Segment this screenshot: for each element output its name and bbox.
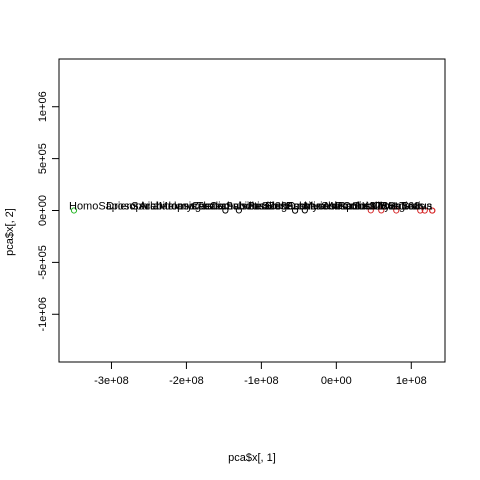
data-point: [421, 207, 428, 214]
x-tick-label: 0e+00: [321, 375, 352, 387]
data-point: [222, 207, 229, 214]
y-tick-label: 5e+05: [37, 143, 49, 174]
data-point: [429, 207, 436, 214]
x-tick-label: -1e+08: [244, 375, 279, 387]
y-tick-label: -5e+05: [37, 245, 49, 280]
y-tick-label: -1e+06: [37, 297, 49, 332]
point-label: OryzaSativa: [372, 201, 433, 213]
y-tick-label: 0e+00: [37, 195, 49, 226]
point-label: SchizosaccharomycesPombe972H: [226, 200, 397, 212]
point-label: RattusNorvegicus: [338, 201, 425, 213]
data-point: [417, 207, 424, 214]
point-label: BacillusSubtilisSubspSubtilisStr168: [248, 200, 420, 212]
x-axis-label: pca$x[, 1]: [228, 452, 276, 464]
data-point: [70, 207, 78, 214]
point-label: HomoSapiens: [69, 200, 139, 212]
point-label: BosTaurus: [380, 201, 432, 213]
data-point: [301, 207, 308, 214]
y-tick-label: 1e+06: [37, 91, 49, 122]
x-tick-label: -2e+08: [169, 375, 204, 387]
data-point: [393, 207, 400, 214]
x-axis: -3e+08 -2e+08 -1e+08 0e+00 1e+08: [94, 361, 427, 387]
point-label: EscherichiaColiK12: [286, 200, 381, 212]
data-point: [378, 207, 385, 214]
x-tick-label: 1e+08: [396, 375, 427, 387]
data-point: [235, 207, 242, 214]
x-tick-label: -3e+08: [94, 375, 129, 387]
point-label: MusMusculus: [304, 200, 372, 212]
point-label: DrosophilaMelanogaster: [106, 201, 226, 213]
y-axis-label: pca$x[, 2]: [4, 208, 16, 256]
data-points: [70, 207, 436, 214]
point-label: CaenorhabditisElegans: [191, 200, 305, 212]
data-point: [367, 207, 374, 214]
point-label: ArabidopsisThaliana: [139, 200, 240, 212]
point-labels: MusMusculusEscherichiaColiK12Caenorhabdi…: [69, 200, 433, 212]
y-axis: -1e+06 -5e+05 0e+00 5e+05 1e+06: [37, 91, 60, 332]
point-label: SaccharomycesCerevisiaeS288C: [131, 201, 295, 213]
data-point: [291, 207, 299, 214]
